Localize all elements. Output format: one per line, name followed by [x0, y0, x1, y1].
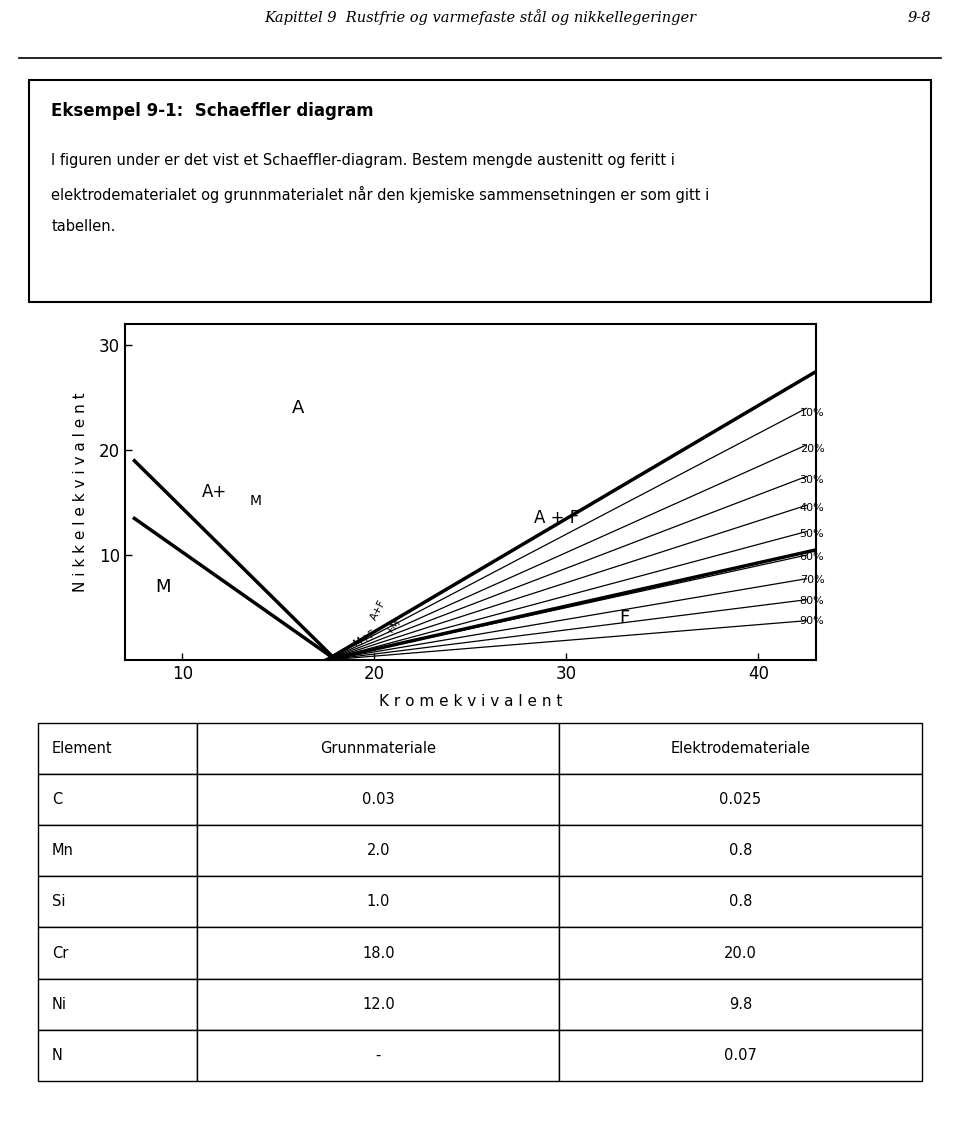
Bar [38, 774, 198, 825]
Text: -: - [375, 1048, 381, 1063]
Bar [198, 825, 560, 876]
Bar [38, 1030, 198, 1081]
Text: 0.025: 0.025 [719, 792, 761, 807]
Text: Mn: Mn [52, 843, 74, 858]
Text: 0.8: 0.8 [729, 894, 753, 909]
Text: Elektrodemateriale: Elektrodemateriale [671, 741, 810, 756]
Bar [560, 1030, 922, 1081]
Bar [560, 979, 922, 1030]
Text: 0.03: 0.03 [362, 792, 395, 807]
Text: 1.0: 1.0 [367, 894, 390, 909]
Text: A: A [292, 399, 303, 418]
Y-axis label: N i k k e l e k v i v a l e n t: N i k k e l e k v i v a l e n t [73, 393, 87, 592]
Text: N: N [52, 1048, 62, 1063]
Text: F: F [619, 609, 629, 627]
Text: Element: Element [52, 741, 112, 756]
Bar [560, 723, 922, 774]
Bar [38, 927, 198, 979]
Bar [560, 825, 922, 876]
Text: 0.07: 0.07 [724, 1048, 757, 1063]
Text: 12.0: 12.0 [362, 997, 395, 1012]
Bar [38, 979, 198, 1030]
Text: Si: Si [52, 894, 65, 909]
Text: tabellen.: tabellen. [52, 220, 116, 234]
Text: +M: +M [384, 617, 403, 636]
Text: A+F: A+F [369, 597, 388, 621]
Bar [198, 723, 560, 774]
Text: 30%: 30% [800, 476, 825, 485]
Text: 40%: 40% [800, 503, 825, 513]
Bar [198, 774, 560, 825]
Text: 20%: 20% [800, 444, 825, 454]
Text: Cr: Cr [52, 946, 68, 960]
Text: 50%: 50% [800, 529, 825, 539]
Bar [38, 825, 198, 876]
Text: 0.8: 0.8 [729, 843, 753, 858]
Bar [560, 927, 922, 979]
Text: Ni: Ni [52, 997, 66, 1012]
Text: 18.0: 18.0 [362, 946, 395, 960]
Text: C: C [52, 792, 61, 807]
Text: Grunnmateriale: Grunnmateriale [321, 741, 437, 756]
Text: I figuren under er det vist et Schaeffler-diagram. Bestem mengde austenitt og fe: I figuren under er det vist et Schaeffle… [52, 152, 675, 168]
Bar [38, 876, 198, 927]
Text: elektrodematerialet og grunnmaterialet når den kjemiske sammensetningen er som g: elektrodematerialet og grunnmaterialet n… [52, 187, 709, 204]
Bar [198, 979, 560, 1030]
Text: A+: A+ [202, 484, 227, 501]
Bar [38, 723, 198, 774]
Text: 90%: 90% [800, 617, 825, 627]
Text: Eksempel 9-1:  Schaeffler diagram: Eksempel 9-1: Schaeffler diagram [52, 102, 374, 119]
Text: A + F: A + F [534, 510, 580, 527]
Text: M+F: M+F [352, 629, 377, 650]
Bar [198, 927, 560, 979]
Text: 9.8: 9.8 [729, 997, 753, 1012]
Bar [560, 876, 922, 927]
X-axis label: K r o m e k v i v a l e n t: K r o m e k v i v a l e n t [378, 694, 563, 709]
Text: 20.0: 20.0 [724, 946, 757, 960]
Text: 9-8: 9-8 [908, 10, 931, 25]
Text: M: M [156, 578, 171, 595]
Text: 10%: 10% [800, 409, 825, 419]
Bar [560, 774, 922, 825]
Bar [198, 876, 560, 927]
Text: Kapittel 9  Rustfrie og varmefaste stål og nikkellegeringer: Kapittel 9 Rustfrie og varmefaste stål o… [264, 9, 696, 25]
Text: M: M [250, 494, 261, 508]
Text: 70%: 70% [800, 576, 825, 585]
Bar [198, 1030, 560, 1081]
Text: 60%: 60% [800, 552, 825, 562]
Text: 2.0: 2.0 [367, 843, 390, 858]
Text: 80%: 80% [800, 596, 825, 605]
